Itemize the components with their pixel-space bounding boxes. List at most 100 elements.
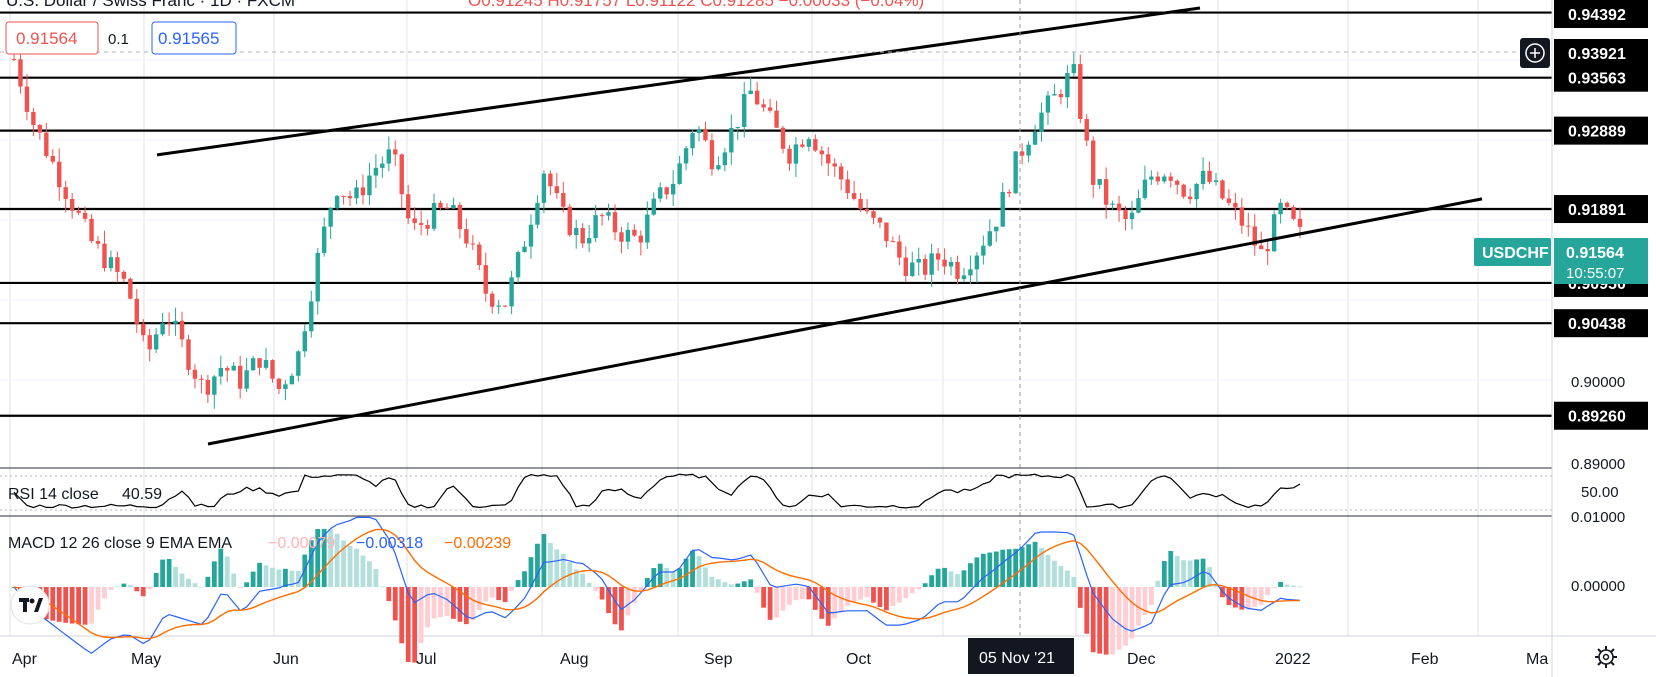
candle-body: [192, 369, 198, 379]
macd-hist-bar: [218, 548, 224, 587]
candle-body: [360, 187, 366, 196]
candle-body: [464, 229, 469, 244]
macd-hist-bar: [612, 587, 618, 625]
macd-hist-bar: [231, 573, 237, 587]
candle-body: [981, 245, 986, 256]
candle-body: [50, 155, 55, 162]
candle-body: [722, 152, 728, 166]
macd-hist-bar: [657, 563, 663, 587]
candle-body: [367, 175, 372, 196]
macd-label[interactable]: MACD 12 26 close 9 EMA EMA: [8, 535, 232, 552]
macd-hist-bar: [509, 587, 514, 591]
macd-hist-bar: [69, 587, 75, 624]
candle-body: [134, 298, 139, 324]
candle-body: [787, 148, 792, 164]
sell-button[interactable]: [5, 21, 99, 55]
candle-body: [522, 246, 527, 253]
macd-hist-bar: [1258, 587, 1264, 605]
macd-hist-bar: [793, 587, 799, 601]
candle-body: [677, 163, 682, 184]
level-tag-text: 0.93921: [1568, 46, 1626, 63]
macd-hist-bar: [703, 567, 708, 587]
candle-body: [1123, 210, 1128, 220]
level-tag-text: 0.93563: [1568, 71, 1626, 88]
macd-hist-bar: [76, 587, 82, 625]
macd-hist-bar: [1090, 587, 1096, 653]
settings-gear-icon[interactable]: [1595, 646, 1617, 668]
candle-body: [270, 360, 275, 379]
macd-hist-bar: [108, 587, 114, 590]
candle-body: [1052, 94, 1057, 96]
candle-body: [115, 257, 120, 272]
macd-hist-bar: [806, 587, 812, 600]
macd-hist-bar: [1052, 560, 1057, 587]
candle-body: [567, 206, 572, 236]
macd-hist-bar: [929, 575, 935, 587]
macd-hist-bar: [114, 586, 120, 588]
candle-body: [218, 368, 223, 377]
macd-hist-bar: [328, 529, 334, 587]
candle-body: [871, 211, 876, 218]
macd-hist-bar: [690, 550, 695, 587]
candle-body: [1110, 203, 1115, 205]
rsi-label[interactable]: RSI 14 close: [8, 486, 99, 503]
macd-hist-bar: [147, 587, 153, 590]
macd-hist-bar: [909, 587, 915, 594]
macd-hist-bar: [192, 583, 198, 587]
macd-hist-bar: [431, 587, 437, 619]
macd-hist-bar: [812, 587, 818, 610]
macd-hist-value: −0.00079: [268, 535, 335, 552]
macd-hist-bar: [1110, 587, 1115, 655]
macd-hist-bar: [379, 586, 385, 588]
macd-hist-bar: [134, 587, 140, 592]
candle-body: [1013, 151, 1018, 194]
candle-body: [877, 217, 883, 223]
macd-hist-bar: [399, 587, 405, 644]
candle-body: [632, 229, 637, 236]
candle-body: [289, 375, 295, 385]
macd-hist-bar: [1155, 580, 1161, 587]
candle-body: [1200, 170, 1206, 184]
macd-hist-bar: [884, 587, 889, 611]
macd-hist-bar: [800, 587, 805, 600]
macd-hist-bar: [748, 579, 754, 587]
candle-body: [1019, 151, 1025, 156]
macd-hist-bar: [373, 568, 379, 587]
macd-hist-bar: [1232, 587, 1238, 608]
rsi-axis-label: 50.00: [1581, 484, 1619, 501]
macd-hist-bar: [593, 587, 599, 591]
candle-body: [696, 128, 702, 134]
macd-hist-bar: [515, 580, 521, 587]
candle-body: [800, 144, 805, 147]
macd-hist-bar: [295, 570, 301, 587]
candle-body: [554, 186, 560, 194]
macd-hist-bar: [1026, 544, 1031, 587]
macd-hist-bar: [121, 583, 127, 587]
macd-hist-bar: [205, 576, 211, 587]
candle-body: [1162, 176, 1167, 182]
level-tag-text: 0.94392: [1568, 7, 1626, 24]
time-label: Dec: [1127, 651, 1155, 668]
candle-body: [690, 133, 695, 149]
candle-body: [1142, 179, 1148, 199]
buy-button[interactable]: [151, 21, 237, 55]
macd-hist-bar: [638, 587, 644, 591]
candle-body: [1252, 226, 1257, 246]
symbol-title[interactable]: U.S. Dollar / Swiss Franc · 1D · FXCM: [6, 0, 295, 10]
macd-hist-bar: [334, 533, 340, 587]
macd-hist-bar: [289, 570, 295, 587]
candle-body: [244, 370, 249, 389]
level-tag-text: 0.92889: [1568, 124, 1626, 141]
candle-body: [709, 140, 715, 170]
tradingview-logo[interactable]: [10, 585, 50, 625]
candle-body: [1291, 206, 1296, 219]
macd-hist-bar: [438, 587, 443, 618]
trendline-lower: [207, 197, 1483, 446]
candle-body: [716, 165, 721, 170]
macd-hist-bar: [741, 581, 747, 587]
macd-hist-bar: [845, 587, 851, 606]
macd-hist-bar: [367, 561, 372, 587]
candle-body: [961, 275, 967, 280]
candle-body: [477, 244, 482, 266]
macd-hist-bar: [1194, 559, 1200, 587]
